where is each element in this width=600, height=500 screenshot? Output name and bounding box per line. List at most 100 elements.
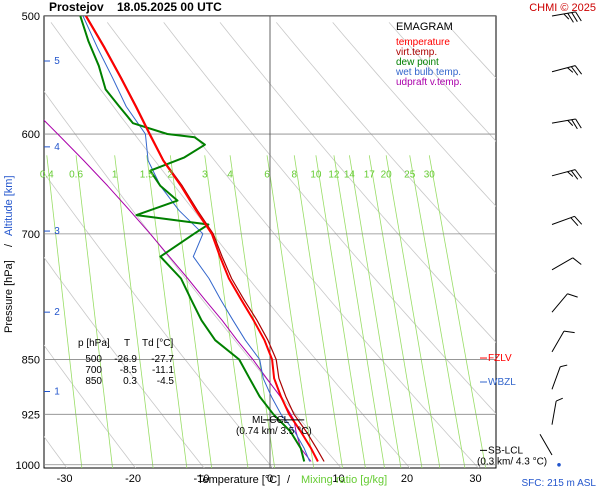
wind-barb-flag: [567, 120, 574, 126]
mixing-ratio-label: 1: [112, 169, 118, 180]
table-cell: 850: [85, 376, 102, 387]
mixing-ratio-line: [75, 155, 113, 468]
dry-adiabat-line: [558, 22, 600, 468]
wind-barb: [551, 11, 582, 23]
wind-barb-flag: [567, 171, 574, 177]
dry-adiabat-line: [44, 256, 205, 468]
dry-adiabat-line: [275, 22, 496, 274]
x-axis-label-mixing: Mixing ratio [g/kg]: [301, 474, 387, 486]
temperature-axis: -30 -20 -10 0 10 20 30: [57, 473, 482, 485]
legend-dew-point: dew point: [396, 57, 439, 68]
station-title: Prostejov: [49, 0, 104, 14]
wind-barb-flag: [570, 170, 579, 180]
pressure-axis: 500 600 700 850 925 1000: [16, 11, 40, 472]
wind-barb: [551, 215, 583, 227]
wind-barb: [551, 169, 583, 180]
mixing-ratio-label: 12: [328, 169, 340, 180]
mixing-ratio-line: [46, 155, 83, 468]
ml-ccl-detail: (0.74 km/ 3.5 °C): [236, 426, 312, 437]
wind-barb-flag: [575, 11, 582, 22]
dry-adiabat-line: [502, 22, 600, 468]
level-table: p [hPa] T Td [°C] 500 -26.9 -27.7 700 -8…: [78, 338, 174, 387]
mixing-ratio-line: [409, 155, 466, 468]
wind-barb-flag: [574, 65, 583, 75]
wind-barb: [551, 257, 582, 271]
mixing-ratio-label: 30: [424, 169, 436, 180]
chart-title: EMAGRAM: [396, 21, 453, 33]
mixing-ratio-line: [266, 155, 315, 468]
dry-adiabat-line: [388, 22, 496, 142]
wind-barb-flag: [570, 66, 579, 76]
wind-barb: [551, 364, 568, 390]
mixing-ratio-label: 17: [364, 169, 376, 180]
mixing-ratio-line: [368, 155, 423, 468]
table-cell: 700: [85, 365, 102, 376]
wind-barb-flag: [560, 364, 568, 368]
dry-adiabat-line: [44, 172, 274, 468]
altitude-tick-label: 2: [54, 307, 60, 318]
legend-updraft: udpraft v.temp.: [396, 77, 462, 88]
mixing-ratio-label: 2: [168, 169, 174, 180]
y-axis-separator: /: [3, 243, 15, 247]
x-axis-separator: /: [287, 474, 291, 486]
wind-barb-flag: [571, 12, 578, 22]
mixing-ratio-label: 20: [381, 169, 393, 180]
profile-series: [44, 16, 325, 462]
table-header-t: T: [124, 338, 130, 349]
wind-barb-flag: [567, 67, 574, 73]
altitude-axis: 1 2 3 4 5: [44, 56, 60, 398]
mixing-ratio-label: 0.6: [69, 169, 83, 180]
altitude-tick-label: 5: [54, 56, 60, 67]
y-axis-title: Pressure [hPa] / Altitude [km]: [3, 175, 15, 333]
mixing-ratio-label: 25: [404, 169, 416, 180]
wind-barb-flag: [570, 217, 579, 227]
mixing-ratio-label: 0.4: [40, 169, 54, 180]
wind-barb-flag: [572, 257, 582, 265]
wind-barb: [539, 433, 553, 456]
mixing-ratio-label: 10: [310, 169, 322, 180]
wind-barb-flag: [563, 330, 575, 334]
table-cell: -8.5: [120, 365, 138, 376]
wind-barb-staff: [551, 293, 568, 313]
legend-temperature: temperature: [396, 37, 450, 48]
wind-barb: [551, 65, 583, 76]
y-axis-label: Pressure [hPa]: [3, 260, 15, 333]
temperature-tick-label: -10: [194, 473, 210, 485]
series-line-udpraft-v-temp: [44, 119, 312, 462]
mixing-ratio-line: [146, 155, 188, 468]
wind-barbs: [539, 11, 583, 467]
x-axis-label: Temperature [°C]: [197, 474, 280, 486]
wind-barb-staff: [551, 366, 561, 390]
series-line-wet-bulb-temp: [82, 16, 311, 462]
x-axis-title: Temperature [°C] / Mixing ratio [g/kg]: [197, 474, 387, 486]
table-cell: 500: [85, 354, 102, 365]
wind-barb-staff: [551, 257, 574, 271]
level-annotations: ML-CCL(0.74 km/ 3.5 °C) SB-LCL(0.3 km/ 4.…: [236, 353, 547, 467]
table-cell: -26.9: [114, 354, 137, 365]
wind-barb-staff: [551, 330, 565, 353]
y-axis-label-altitude: Altitude [km]: [3, 175, 15, 236]
temperature-tick-label: 20: [401, 473, 413, 485]
wind-barb-flag: [563, 13, 570, 20]
wind-barb-flag: [571, 119, 578, 130]
mixing-ratio-line: [428, 155, 487, 468]
wind-barb-flag: [567, 12, 574, 23]
wind-barb-flag: [567, 293, 578, 298]
pressure-tick-label: 500: [22, 11, 40, 23]
mixing-ratio-label: 8: [291, 169, 297, 180]
temperature-tick-label: -20: [125, 473, 141, 485]
table-header-td: Td [°C]: [142, 338, 173, 349]
mixing-ratio-label: 4: [227, 169, 233, 180]
pressure-tick-label: 925: [22, 409, 40, 421]
legend-virt-temp: virt.temp.: [396, 47, 437, 58]
mixing-ratio-line: [385, 155, 441, 468]
mixing-ratio-line: [229, 155, 276, 468]
temperature-tick-label: -30: [57, 473, 73, 485]
legend: EMAGRAM temperature virt.temp. dew point…: [395, 21, 462, 88]
ml-ccl-label: ML-CCL: [252, 415, 290, 426]
wind-barb-staff: [551, 400, 557, 425]
sb-lcl-label: SB-LCL: [488, 445, 523, 456]
legend-wet-bulb: wet bulb temp.: [395, 67, 461, 78]
mixing-ratio-line: [349, 155, 402, 468]
